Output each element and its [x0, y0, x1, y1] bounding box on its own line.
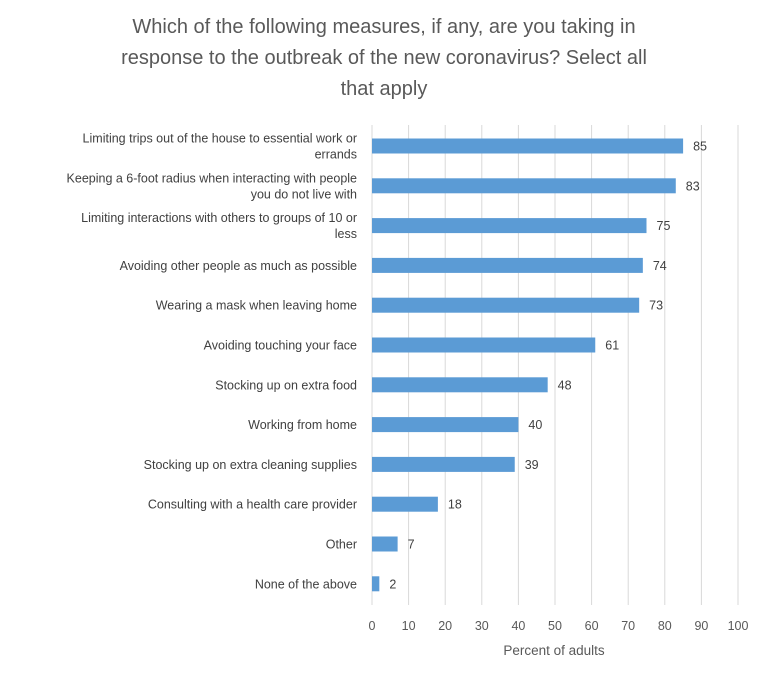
- x-tick-label: 70: [621, 619, 635, 633]
- category-label: Consulting with a health care provider: [148, 498, 357, 512]
- x-tick-label: 100: [728, 619, 749, 633]
- data-label: 61: [605, 339, 619, 353]
- data-label: 39: [525, 458, 539, 472]
- category-label: Other: [326, 538, 357, 552]
- x-tick-label: 0: [369, 619, 376, 633]
- data-label: 85: [693, 140, 707, 154]
- bar: [372, 337, 596, 353]
- data-label: 74: [653, 259, 667, 273]
- bar: [372, 576, 380, 592]
- bar: [372, 218, 647, 234]
- data-label: 73: [649, 299, 663, 313]
- x-axis-ticks: 0 10 20 30 40 50 60 70 80 90 100: [369, 619, 749, 633]
- data-label: 83: [686, 179, 700, 193]
- x-tick-label: 10: [402, 619, 416, 633]
- data-label: 75: [657, 219, 671, 233]
- data-label: 48: [558, 378, 572, 392]
- x-tick-label: 60: [585, 619, 599, 633]
- category-label: None of the above: [255, 577, 357, 591]
- chart-title: Which of the following measures, if any,…: [121, 16, 647, 100]
- bar: [372, 138, 684, 154]
- data-label: 7: [408, 538, 415, 552]
- bar: [372, 456, 515, 472]
- bar: [372, 536, 398, 552]
- category-label: you do not live with: [251, 187, 357, 201]
- chart-title-line: that apply: [341, 78, 428, 100]
- bars: [372, 138, 684, 592]
- chart-title-line: response to the outbreak of the new coro…: [121, 47, 647, 69]
- category-label: Stocking up on extra cleaning supplies: [144, 458, 357, 472]
- category-label: Wearing a mask when leaving home: [156, 299, 357, 313]
- data-label: 40: [528, 418, 542, 432]
- category-label: Avoiding touching your face: [204, 339, 357, 353]
- bar: [372, 297, 640, 313]
- data-label: 18: [448, 498, 462, 512]
- category-label: Avoiding other people as much as possibl…: [120, 259, 357, 273]
- category-label: Stocking up on extra food: [215, 378, 357, 392]
- category-label: Limiting interactions with others to gro…: [81, 211, 357, 225]
- x-tick-label: 80: [658, 619, 672, 633]
- bar: [372, 178, 676, 194]
- data-labels: 85 83 75 74 73 61 48 40 39 18 7 2: [389, 140, 707, 592]
- x-tick-label: 30: [475, 619, 489, 633]
- x-tick-label: 50: [548, 619, 562, 633]
- x-tick-label: 40: [511, 619, 525, 633]
- category-label: less: [335, 227, 357, 241]
- category-label: Keeping a 6-foot radius when interacting…: [67, 171, 358, 185]
- category-labels: Limiting trips out of the house to essen…: [67, 132, 358, 592]
- data-label: 2: [389, 577, 396, 591]
- category-label: errands: [315, 148, 357, 162]
- x-tick-label: 20: [438, 619, 452, 633]
- x-tick-label: 90: [694, 619, 708, 633]
- category-label: Limiting trips out of the house to essen…: [83, 132, 357, 146]
- gridlines: [371, 125, 739, 605]
- x-axis-title: Percent of adults: [503, 643, 605, 658]
- category-label: Working from home: [248, 418, 357, 432]
- bar: [372, 377, 548, 393]
- bar: [372, 496, 438, 512]
- bar: [372, 257, 643, 273]
- chart-title-line: Which of the following measures, if any,…: [132, 16, 635, 38]
- bar: [372, 417, 519, 433]
